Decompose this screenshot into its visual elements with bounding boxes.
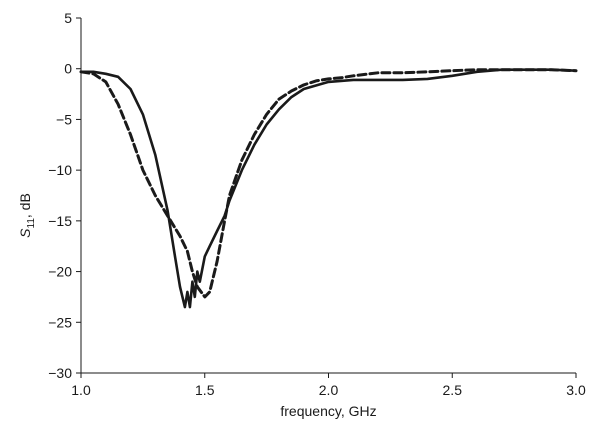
y-tick-label: −25 bbox=[48, 314, 72, 330]
x-tick-label: 3.0 bbox=[566, 382, 586, 398]
y-axis-title-rest: , dB bbox=[17, 193, 33, 218]
x-tick-label: 1.0 bbox=[71, 382, 91, 398]
y-tick-label: −30 bbox=[48, 365, 72, 381]
x-axis: 1.0 1.5 2.0 2.5 3.0 bbox=[71, 372, 586, 398]
x-tick-label: 2.5 bbox=[443, 382, 463, 398]
y-axis-title-main: S bbox=[17, 228, 33, 238]
x-tick-label: 2.0 bbox=[319, 382, 339, 398]
y-tick-label: −20 bbox=[48, 264, 72, 280]
x-axis-title: frequency, GHz bbox=[280, 403, 376, 419]
series-solid-line bbox=[79, 68, 578, 309]
y-tick-label: −15 bbox=[48, 213, 72, 229]
y-axis-title: S11, dB bbox=[17, 193, 37, 238]
series-layer bbox=[79, 68, 578, 309]
x-tick-label: 1.5 bbox=[195, 382, 215, 398]
y-tick-label: −10 bbox=[48, 162, 72, 178]
series-dashed-line bbox=[79, 68, 578, 299]
y-axis-title-subscript: 11 bbox=[26, 218, 37, 229]
y-tick-label: 0 bbox=[64, 61, 72, 77]
y-tick-label: −5 bbox=[56, 111, 72, 127]
y-axis: 5 0 −5 −10 −15 −20 −25 −30 bbox=[48, 10, 82, 381]
y-tick-label: 5 bbox=[64, 10, 72, 26]
